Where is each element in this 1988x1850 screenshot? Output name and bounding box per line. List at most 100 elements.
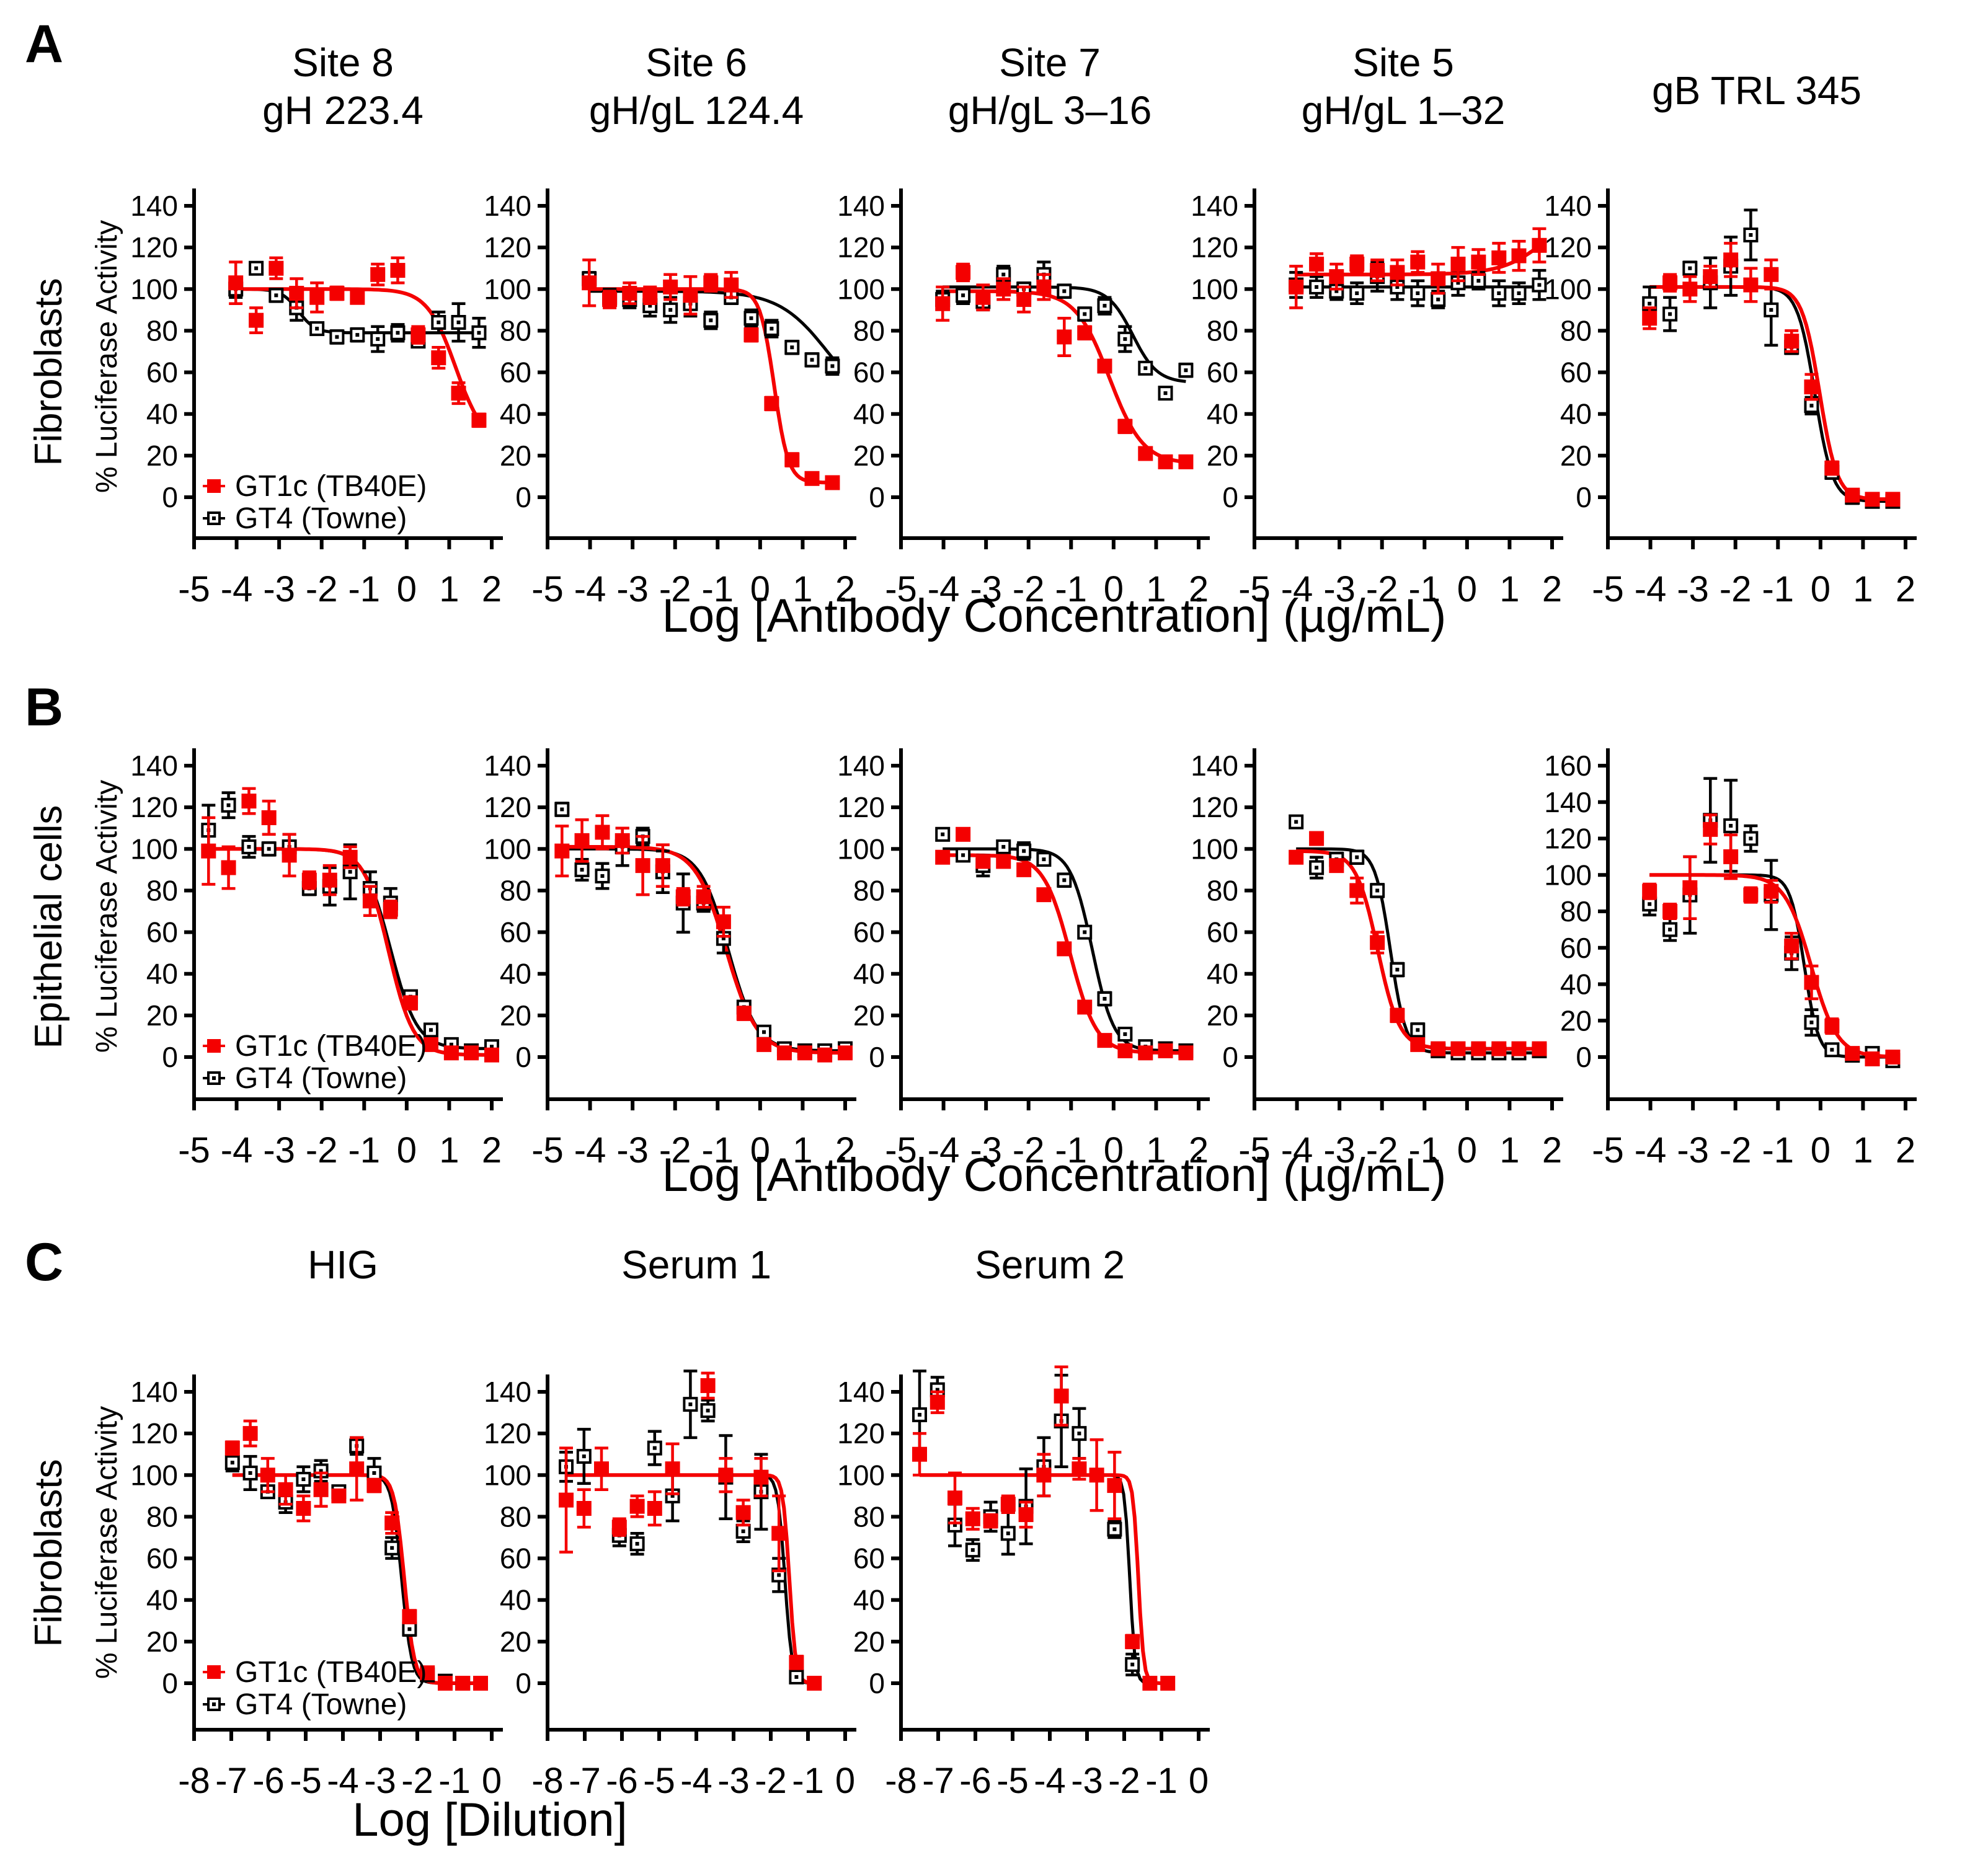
data-point-filled-square xyxy=(268,260,284,276)
panel-a-site-6-gh-gl-124-4-x-tick-label: -5 xyxy=(531,569,564,609)
data-point-center-dot xyxy=(315,327,319,331)
data-point-center-dot xyxy=(688,1402,693,1407)
data-point-center-dot xyxy=(1375,888,1380,893)
panel-a-site-7-gh-gl-3-16-x-tick-label: -5 xyxy=(885,569,917,609)
data-point-filled-square xyxy=(771,1526,787,1541)
data-point-filled-square xyxy=(1054,1388,1069,1404)
data-point-center-dot xyxy=(1077,1432,1081,1436)
panel-a-site-7-gh-gl-3-16-x-tick-label: -2 xyxy=(1013,569,1045,609)
data-point-center-dot xyxy=(941,832,945,836)
panel-a-site-6-gh-gl-124-4-x-tick-label: -2 xyxy=(659,569,691,609)
data-point-center-dot xyxy=(810,358,814,362)
panel-a-gb-trl-345-y-tick-label: 120 xyxy=(1544,231,1592,263)
data-point-filled-square xyxy=(1784,938,1799,954)
data-point-filled-square xyxy=(996,281,1011,297)
data-point-filled-square xyxy=(582,275,597,291)
panel-b-col4-y-tick-label: 100 xyxy=(1544,859,1592,891)
data-point-filled-square xyxy=(390,263,406,278)
data-point-filled-square xyxy=(1309,831,1325,846)
panel-c-serum-2-x-tick-label: -2 xyxy=(1108,1761,1140,1801)
panel-a-gb-trl-345-series-gt4-towne xyxy=(1642,208,1901,509)
data-point-filled-square xyxy=(1642,311,1657,326)
panel-c-hig-curve-gt1c-tb40e xyxy=(232,1473,481,1685)
data-point-filled-square xyxy=(642,288,658,303)
data-point-center-dot xyxy=(635,1542,639,1546)
panel-a-site-5-gh-gl-1-32-x-tick-label: 2 xyxy=(1542,569,1562,609)
panel-a-site-7-gh-gl-3-16-y-tick-label: 20 xyxy=(853,440,885,472)
panel-c-serum-1-y-tick-label: 140 xyxy=(484,1376,531,1408)
panel-b-col3-series-gt1c-tb40e xyxy=(1289,831,1547,1056)
panel-b-col1-y-tick-label: 0 xyxy=(515,1041,531,1073)
data-point-filled-square xyxy=(776,1045,792,1061)
panel-b-col2-series-gt1c-tb40e xyxy=(935,826,1194,1061)
panel-b-col3-x-tick-label: -1 xyxy=(1408,1130,1440,1171)
data-point-filled-square xyxy=(602,292,618,308)
panel-c-hig-x-tick-label: -5 xyxy=(290,1761,322,1801)
data-point-filled-square xyxy=(282,848,297,863)
panel-a-site-7-gh-gl-3-16-x-tick-label: 0 xyxy=(1104,569,1124,609)
panel-b-col3-y-tick-label: 140 xyxy=(1191,750,1238,782)
data-point-center-dot xyxy=(1334,289,1339,293)
data-point-filled-square xyxy=(1349,257,1365,272)
data-point-filled-square xyxy=(655,858,670,874)
panel-a-site-8-gh-223-4-series-gt1c-tb40e xyxy=(228,256,487,428)
data-point-center-dot xyxy=(1184,368,1188,373)
data-point-filled-square xyxy=(1682,880,1698,895)
panel-b-col1-x-tick-label: -4 xyxy=(574,1130,606,1171)
panel-b-col4-y-tick-label: 60 xyxy=(1560,932,1592,964)
panel-b-col1-x-tick-label: -1 xyxy=(701,1130,734,1171)
data-point-filled-square xyxy=(350,290,365,305)
legend-marker-filled-square-icon xyxy=(207,1665,221,1679)
data-point-filled-square xyxy=(1431,271,1446,286)
data-point-filled-square xyxy=(296,1501,311,1516)
data-point-filled-square xyxy=(1845,487,1860,503)
data-point-filled-square xyxy=(825,475,840,490)
panel-b-col2-y-tick-label: 40 xyxy=(853,958,885,990)
panel-a-gb-trl-345-y-tick-label: 60 xyxy=(1560,356,1592,389)
data-point-center-dot xyxy=(1648,902,1652,906)
data-point-filled-square xyxy=(260,1467,275,1483)
data-point-center-dot xyxy=(1456,281,1460,285)
legend-marker-center-dot xyxy=(212,516,216,520)
panel-c-serum-2-x-tick-label: -6 xyxy=(959,1761,992,1801)
data-point-filled-square xyxy=(1158,454,1173,469)
data-point-filled-square xyxy=(1057,941,1072,957)
panel-c-hig-x-tick-label: -2 xyxy=(401,1761,433,1801)
data-point-filled-square xyxy=(1511,1041,1527,1056)
panel-a-site-6-gh-gl-124-4-y-tick-label: 60 xyxy=(500,356,531,389)
data-point-filled-square xyxy=(431,350,446,366)
data-point-center-dot xyxy=(961,853,965,857)
panel-b-col0-y-tick-label: 20 xyxy=(146,999,178,1032)
panel-b-col2-y-tick-label: 100 xyxy=(837,833,885,865)
data-point-filled-square xyxy=(724,277,739,293)
panel-b-col1-x-tick-label: 1 xyxy=(792,1130,812,1171)
data-point-center-dot xyxy=(706,1409,710,1413)
data-point-center-dot xyxy=(1083,930,1087,934)
panel-a-site-8-gh-223-4-x-tick-label: -2 xyxy=(306,569,338,609)
data-point-filled-square xyxy=(696,889,711,905)
panel-a-site-6-gh-gl-124-4-x-tick-label: 0 xyxy=(750,569,770,609)
data-point-filled-square xyxy=(383,901,398,917)
data-point-filled-square xyxy=(423,1037,438,1052)
data-point-filled-square xyxy=(753,1469,769,1485)
panel-a-site-6-gh-gl-124-4-x-tick-label: 1 xyxy=(792,569,812,609)
panel-c-serum-1-x-tick-label: -7 xyxy=(569,1761,601,1801)
data-point-filled-square xyxy=(1138,1045,1153,1061)
data-point-filled-square xyxy=(1845,1046,1860,1061)
panel-b-col0-y-tick-label: 140 xyxy=(130,750,178,782)
data-point-filled-square xyxy=(1743,277,1759,293)
data-point-filled-square xyxy=(1072,1461,1087,1477)
data-point-filled-square xyxy=(301,872,317,888)
data-point-filled-square xyxy=(817,1047,833,1063)
panel-a-site-5-gh-gl-1-32-y-tick-label: 60 xyxy=(1207,356,1238,389)
data-point-center-dot xyxy=(1476,278,1481,283)
data-point-filled-square xyxy=(718,1467,734,1483)
data-point-center-dot xyxy=(1062,289,1067,293)
panel-a-site-5-gh-gl-1-32-y-tick-label: 140 xyxy=(1191,190,1238,222)
data-point-center-dot xyxy=(652,1446,657,1450)
panel-b-col4-x-tick-label: 2 xyxy=(1896,1130,1915,1171)
panel-a-site-7-gh-gl-3-16-title-1: gH/gL 3–16 xyxy=(948,88,1152,133)
